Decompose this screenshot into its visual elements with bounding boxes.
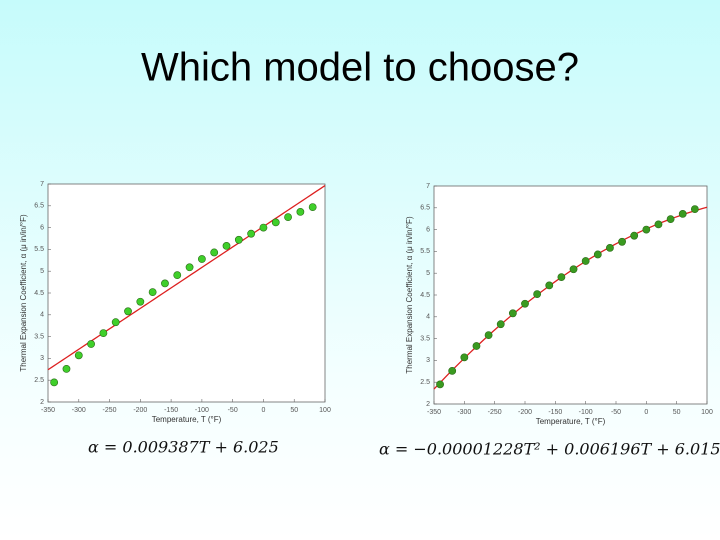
data-point bbox=[484, 331, 493, 340]
plot-area bbox=[433, 185, 708, 405]
data-point bbox=[271, 218, 280, 227]
y-tick-label: 4 bbox=[40, 312, 44, 319]
data-point bbox=[436, 380, 444, 389]
slide-title: Which model to choose? bbox=[141, 46, 579, 90]
data-point bbox=[124, 307, 132, 316]
x-tick-label: 50 bbox=[290, 407, 298, 414]
x-tick-label: -200 bbox=[518, 409, 532, 416]
data-point bbox=[654, 220, 663, 229]
y-tick-label: 4.5 bbox=[34, 290, 44, 297]
data-point bbox=[581, 257, 590, 265]
y-tick-label: 2 bbox=[40, 399, 44, 406]
data-point bbox=[569, 265, 578, 274]
plot-area bbox=[47, 183, 326, 403]
y-tick-label: 6.5 bbox=[34, 203, 44, 210]
data-point bbox=[284, 213, 292, 222]
data-point bbox=[557, 273, 566, 282]
data-point bbox=[259, 223, 268, 232]
data-point bbox=[496, 320, 505, 329]
x-tick-label: -150 bbox=[548, 409, 562, 416]
data-point bbox=[111, 318, 120, 327]
data-point bbox=[460, 353, 469, 362]
x-tick-label: -300 bbox=[457, 409, 471, 416]
x-tick-label: -350 bbox=[427, 409, 441, 416]
data-point bbox=[50, 378, 59, 387]
y-tick-label: 6 bbox=[426, 226, 430, 233]
fit-line bbox=[47, 185, 326, 371]
x-tick-label: -350 bbox=[41, 407, 55, 414]
y-tick-label: 6.5 bbox=[420, 205, 430, 212]
y-axis-label: Thermal Expansion Coefficient, α (μ in/i… bbox=[405, 216, 414, 374]
x-tick-label: 0 bbox=[261, 407, 265, 414]
x-tick-label: 100 bbox=[701, 409, 713, 416]
y-tick-label: 5.5 bbox=[420, 248, 430, 255]
fit-equation: α = 0.009387T + 6.025 bbox=[88, 438, 279, 457]
data-point bbox=[173, 271, 182, 280]
data-point bbox=[136, 297, 145, 306]
data-point bbox=[148, 288, 157, 297]
fit-equation: α = −0.00001228T² + 0.006196T + 6.015 bbox=[379, 440, 720, 459]
x-tick-label: -100 bbox=[195, 407, 209, 414]
data-point bbox=[690, 205, 699, 214]
y-tick-label: 3.5 bbox=[34, 333, 44, 340]
data-point bbox=[678, 210, 687, 218]
data-point bbox=[210, 248, 219, 257]
y-tick-label: 2.5 bbox=[420, 379, 430, 386]
data-point bbox=[222, 242, 231, 250]
data-point bbox=[197, 255, 206, 263]
data-point bbox=[234, 235, 243, 244]
data-point bbox=[472, 342, 481, 350]
y-tick-label: 3 bbox=[426, 357, 430, 364]
y-tick-label: 4 bbox=[426, 314, 430, 321]
y-tick-label: 2 bbox=[426, 401, 430, 408]
y-tick-label: 5.5 bbox=[34, 246, 44, 253]
data-point bbox=[62, 364, 71, 373]
data-point bbox=[642, 225, 651, 234]
y-tick-label: 5 bbox=[426, 270, 430, 277]
data-point bbox=[87, 340, 95, 348]
data-point bbox=[308, 203, 317, 212]
x-axis-label: Temperature, T (°F) bbox=[536, 417, 606, 426]
x-tick-label: 100 bbox=[319, 407, 331, 414]
y-axis-label: Thermal Expansion Coefficient, α (μ in/i… bbox=[19, 214, 28, 372]
x-tick-label: -100 bbox=[579, 409, 593, 416]
data-point bbox=[521, 299, 529, 308]
x-tick-label: -300 bbox=[72, 407, 86, 414]
data-point bbox=[448, 366, 457, 375]
y-tick-label: 6 bbox=[40, 224, 44, 231]
x-tick-label: -150 bbox=[164, 407, 178, 414]
x-axis-label: Temperature, T (°F) bbox=[152, 415, 222, 424]
x-tick-label: -50 bbox=[611, 409, 621, 416]
x-tick-label: -250 bbox=[103, 407, 117, 414]
data-point bbox=[545, 281, 554, 290]
data-point bbox=[666, 215, 675, 224]
x-tick-label: 50 bbox=[673, 409, 681, 416]
y-tick-label: 4.5 bbox=[420, 292, 430, 299]
y-tick-label: 7 bbox=[40, 181, 44, 188]
data-point bbox=[185, 263, 194, 272]
data-point bbox=[630, 231, 639, 240]
x-tick-label: -50 bbox=[228, 407, 238, 414]
y-tick-label: 3.5 bbox=[420, 335, 430, 342]
data-point bbox=[508, 309, 517, 318]
data-point bbox=[247, 229, 256, 238]
x-tick-label: 0 bbox=[644, 409, 648, 416]
data-point bbox=[606, 244, 614, 252]
data-point bbox=[161, 279, 169, 288]
data-point bbox=[99, 329, 108, 338]
y-tick-label: 2.5 bbox=[34, 377, 44, 384]
y-tick-label: 5 bbox=[40, 268, 44, 275]
data-point bbox=[74, 351, 83, 360]
data-point bbox=[593, 250, 602, 259]
data-point bbox=[296, 208, 305, 216]
y-tick-label: 7 bbox=[426, 183, 430, 190]
data-point bbox=[618, 237, 626, 246]
data-point bbox=[533, 290, 542, 299]
x-tick-label: -250 bbox=[488, 409, 502, 416]
y-tick-label: 3 bbox=[40, 355, 44, 362]
x-tick-label: -200 bbox=[133, 407, 147, 414]
